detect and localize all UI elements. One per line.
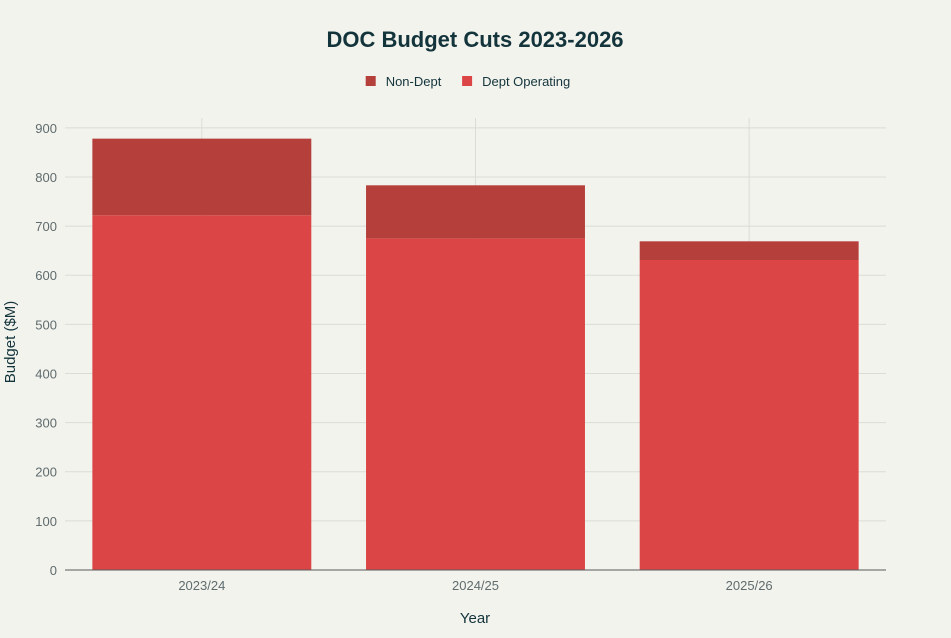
x-axis-label: Year xyxy=(460,610,490,627)
legend-label: Dept Operating xyxy=(482,74,570,89)
y-tick-label: 200 xyxy=(35,465,57,480)
x-tick-label: 2024/25 xyxy=(452,578,499,593)
x-tick-label: 2025/26 xyxy=(726,578,773,593)
y-tick-label: 800 xyxy=(35,170,57,185)
x-axis-ticks: 2023/24 2024/25 2025/26 xyxy=(178,578,772,593)
bar-non-dept xyxy=(92,138,312,216)
chart-title: DOC Budget Cuts 2023-2026 xyxy=(326,27,623,52)
bar-dept-operating xyxy=(366,238,585,570)
y-tick-label: 0 xyxy=(50,563,57,578)
y-tick-label: 300 xyxy=(35,416,57,431)
x-tick-label: 2023/24 xyxy=(178,578,225,593)
bar-non-dept xyxy=(639,241,859,260)
chart-legend: Non-Dept Dept Operating xyxy=(365,74,570,89)
bars xyxy=(92,138,859,570)
bar-dept-operating xyxy=(92,215,312,570)
legend-swatch xyxy=(365,76,376,86)
y-axis-ticks: 0 100 200 300 400 500 600 700 800 900 xyxy=(35,121,57,578)
y-tick-label: 500 xyxy=(35,317,57,332)
y-axis-label: Budget ($M) xyxy=(2,301,19,384)
y-tick-label: 100 xyxy=(35,514,57,529)
legend-swatch xyxy=(462,76,473,86)
y-tick-label: 600 xyxy=(35,268,57,283)
y-tick-label: 900 xyxy=(35,121,57,136)
y-tick-label: 400 xyxy=(35,366,57,381)
bar-non-dept xyxy=(366,185,585,239)
y-tick-label: 700 xyxy=(35,219,57,234)
bar-dept-operating xyxy=(639,259,859,570)
legend-label: Non-Dept xyxy=(386,74,442,89)
